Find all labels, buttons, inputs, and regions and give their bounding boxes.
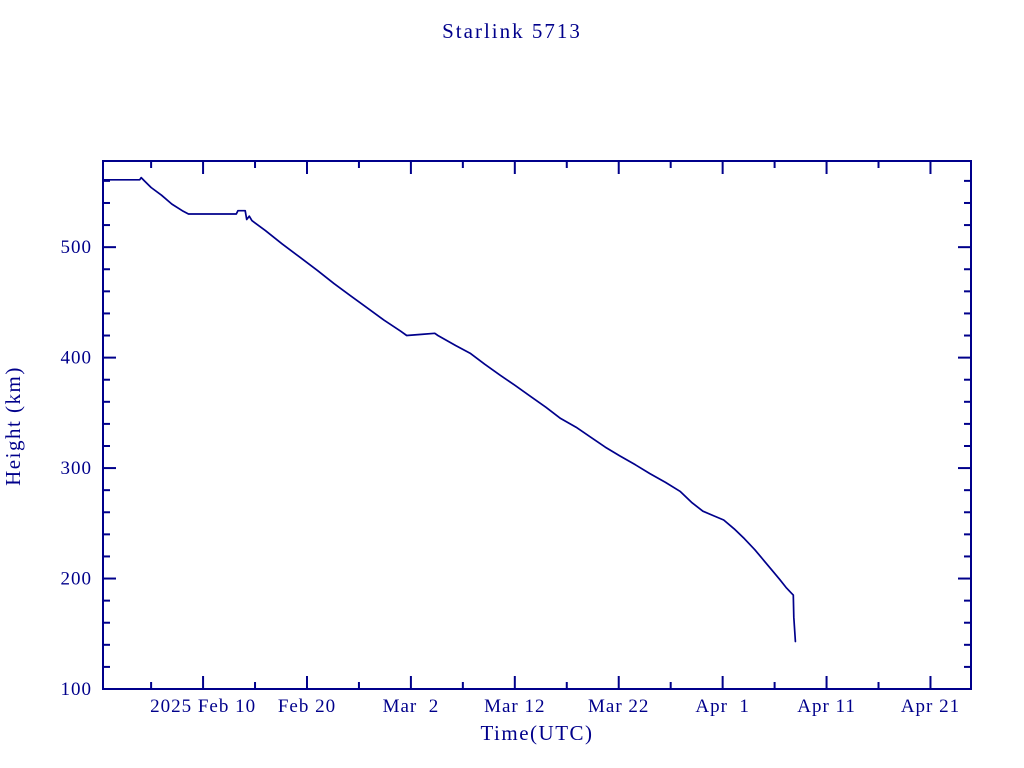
y-tick-label: 400 [61, 348, 93, 369]
plot-frame [102, 160, 972, 690]
x-tick-label: Mar 2 [383, 696, 440, 717]
decay-curve [102, 176, 797, 643]
x-tick-label: Apr 21 [901, 696, 960, 717]
x-tick-label: 2025 Feb 10 [150, 696, 256, 717]
x-tick-label: Apr 11 [797, 696, 856, 717]
x-axis-label: Time(UTC) [480, 721, 593, 745]
chart-title: Starlink 5713 [442, 19, 582, 43]
x-tick-label: Apr 1 [695, 696, 750, 717]
plot-axes: 2025 Feb 10 Feb 20 Mar 2 Mar 12 Mar 22 Apr 1 A… [61, 160, 972, 717]
y-tick-label: 500 [61, 237, 93, 258]
y-tick-label: 300 [61, 458, 93, 479]
y-tick-label: 100 [61, 679, 93, 700]
x-tick-label: Mar 12 [484, 696, 545, 717]
y-axis-label: Height (km) [1, 366, 25, 486]
x-tick-label: Feb 20 [278, 696, 336, 717]
height-series-line [102, 176, 797, 643]
x-tick-label: Mar 22 [588, 696, 649, 717]
y-tick-label: 200 [61, 569, 93, 590]
